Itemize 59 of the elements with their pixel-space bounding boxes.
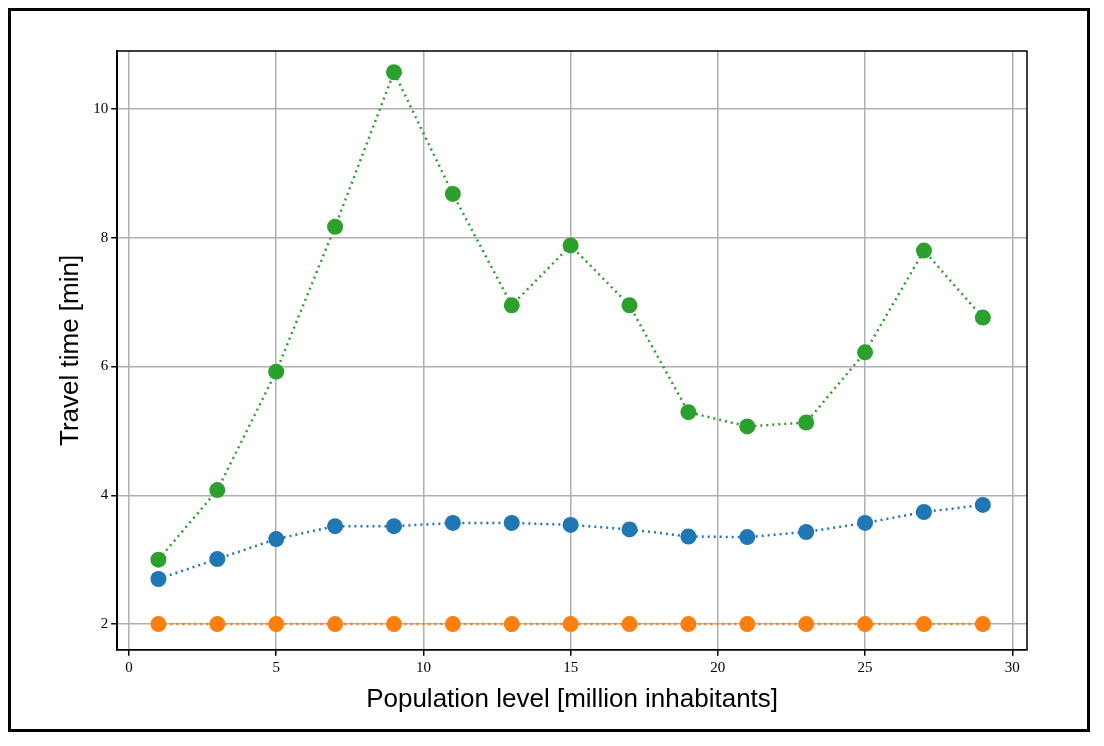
point: [268, 363, 285, 380]
point: [798, 523, 815, 540]
point: [209, 616, 226, 633]
x-tick-label: 20: [710, 658, 726, 675]
point: [209, 482, 226, 499]
point: [150, 551, 167, 568]
point: [739, 418, 756, 435]
point: [444, 616, 461, 633]
point: [857, 514, 874, 531]
point: [680, 404, 697, 421]
point: [503, 297, 520, 314]
y-tick-label: 8: [100, 228, 109, 245]
point: [209, 551, 226, 568]
point: [857, 344, 874, 361]
point: [915, 242, 932, 259]
point: [327, 616, 344, 633]
point: [327, 518, 344, 535]
point: [562, 616, 579, 633]
point: [444, 185, 461, 202]
point: [621, 297, 638, 314]
point: [385, 64, 402, 81]
point: [562, 516, 579, 533]
point: [798, 414, 815, 431]
point: [974, 496, 991, 513]
point: [915, 504, 932, 521]
point: [268, 616, 285, 633]
point: [150, 616, 167, 633]
point: [268, 531, 285, 548]
x-tick-label: 30: [1004, 658, 1020, 675]
point: [739, 529, 756, 546]
point: [562, 237, 579, 254]
point: [739, 616, 756, 633]
x-tick-label: 15: [563, 658, 579, 675]
x-tick-label: 25: [857, 658, 873, 675]
x-axis-title: Population level [million inhabitants]: [366, 682, 779, 713]
point: [503, 514, 520, 531]
point: [857, 616, 874, 633]
y-axis-title: Travel time [min]: [53, 254, 84, 446]
point: [798, 616, 815, 633]
y-tick-label: 6: [100, 357, 109, 374]
point: [621, 521, 638, 538]
point: [150, 570, 167, 587]
y-tick-label: 10: [93, 99, 109, 116]
point: [621, 616, 638, 633]
point: [915, 616, 932, 633]
point: [974, 616, 991, 633]
x-tick-label: 5: [272, 658, 280, 675]
point: [444, 514, 461, 531]
point: [974, 309, 991, 326]
point: [503, 616, 520, 633]
x-tick-label: 0: [125, 658, 133, 675]
point: [680, 616, 697, 633]
x-tick-label: 10: [415, 658, 431, 675]
point: [327, 218, 344, 235]
y-tick-label: 4: [100, 486, 109, 503]
point: [680, 528, 697, 545]
point: [385, 518, 402, 535]
point: [385, 616, 402, 633]
y-tick-label: 2: [100, 614, 109, 631]
